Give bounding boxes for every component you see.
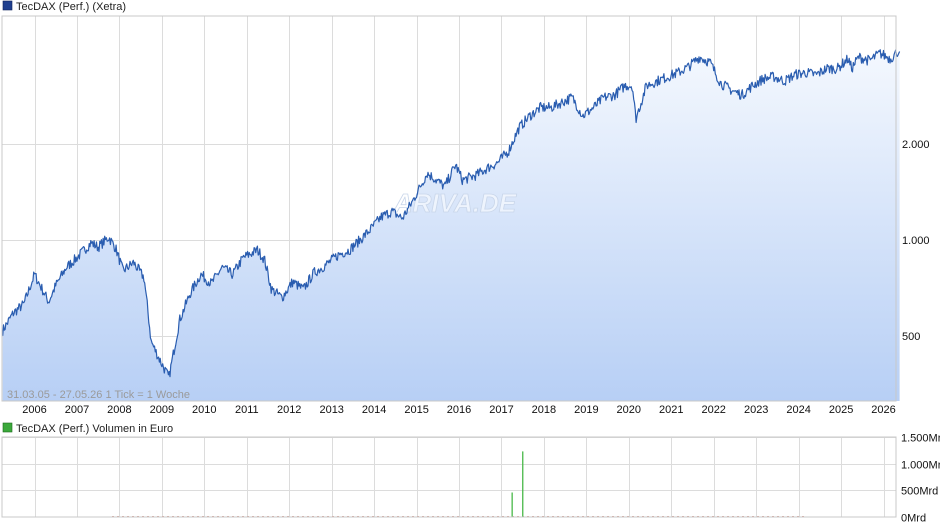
price-legend-label: TecDAX (Perf.) (Xetra) — [16, 1, 126, 13]
volume-bar — [522, 451, 524, 517]
x-tick-label: 2023 — [744, 404, 768, 416]
watermark-text: ARIVA.DE — [393, 188, 517, 218]
price-frame — [1, 15, 897, 402]
x-tick-label: 2009 — [150, 404, 174, 416]
x-axis: 2006 2007 2008 2009 2010 2011 2012 2013 2014 2015… — [22, 404, 895, 416]
x-tick-label: 2021 — [659, 404, 683, 416]
x-tick-label: 2022 — [701, 404, 725, 416]
volume-y-axis: 0Mrd 500Mrd 1.000Mrd 1.500Mrd — [901, 433, 940, 525]
x-tick-label: 2024 — [786, 404, 810, 416]
x-tick-label: 2006 — [22, 404, 46, 416]
x-tick-label: 2013 — [319, 404, 343, 416]
x-tick-label: 2014 — [362, 404, 386, 416]
price-y-tick-label: 2.000 — [902, 139, 930, 151]
x-tick-label: 2018 — [532, 404, 556, 416]
price-y-axis: 500 1.000 2.000 — [902, 139, 930, 343]
volume-y-tick-label: 0Mrd — [901, 513, 926, 525]
x-tick-label: 2026 — [871, 404, 895, 416]
volume-legend-label: TecDAX (Perf.) Volumen in Euro — [16, 423, 173, 435]
price-y-tick-label: 500 — [902, 331, 920, 343]
price-area — [2, 49, 900, 401]
x-tick-label: 2008 — [107, 404, 131, 416]
x-tick-label: 2017 — [489, 404, 513, 416]
price-line — [2, 49, 901, 378]
x-tick-label: 2012 — [277, 404, 301, 416]
volume-y-tick-label: 500Mrd — [901, 486, 938, 498]
x-tick-label: 2010 — [192, 404, 216, 416]
volume-frame — [1, 436, 897, 518]
x-tick-label: 2019 — [574, 404, 598, 416]
x-tick-label: 2025 — [829, 404, 853, 416]
x-tick-label: 2007 — [65, 404, 89, 416]
volume-grid — [2, 437, 896, 517]
x-tick-label: 2020 — [617, 404, 641, 416]
volume-bars — [511, 451, 524, 517]
volume-bar — [511, 492, 513, 517]
x-tick-label: 2011 — [235, 404, 259, 416]
volume-y-tick-label: 1.000Mrd — [901, 460, 940, 472]
price-legend-swatch — [2, 0, 13, 11]
volume-y-tick-label: 1.500Mrd — [901, 433, 940, 445]
price-y-tick-label: 1.000 — [902, 235, 930, 247]
volume-legend-swatch — [2, 422, 13, 433]
range-info-label: 31.03.05 - 27.05.26 1 Tick = 1 Woche — [7, 389, 190, 401]
x-tick-label: 2015 — [404, 404, 428, 416]
x-tick-label: 2016 — [447, 404, 471, 416]
